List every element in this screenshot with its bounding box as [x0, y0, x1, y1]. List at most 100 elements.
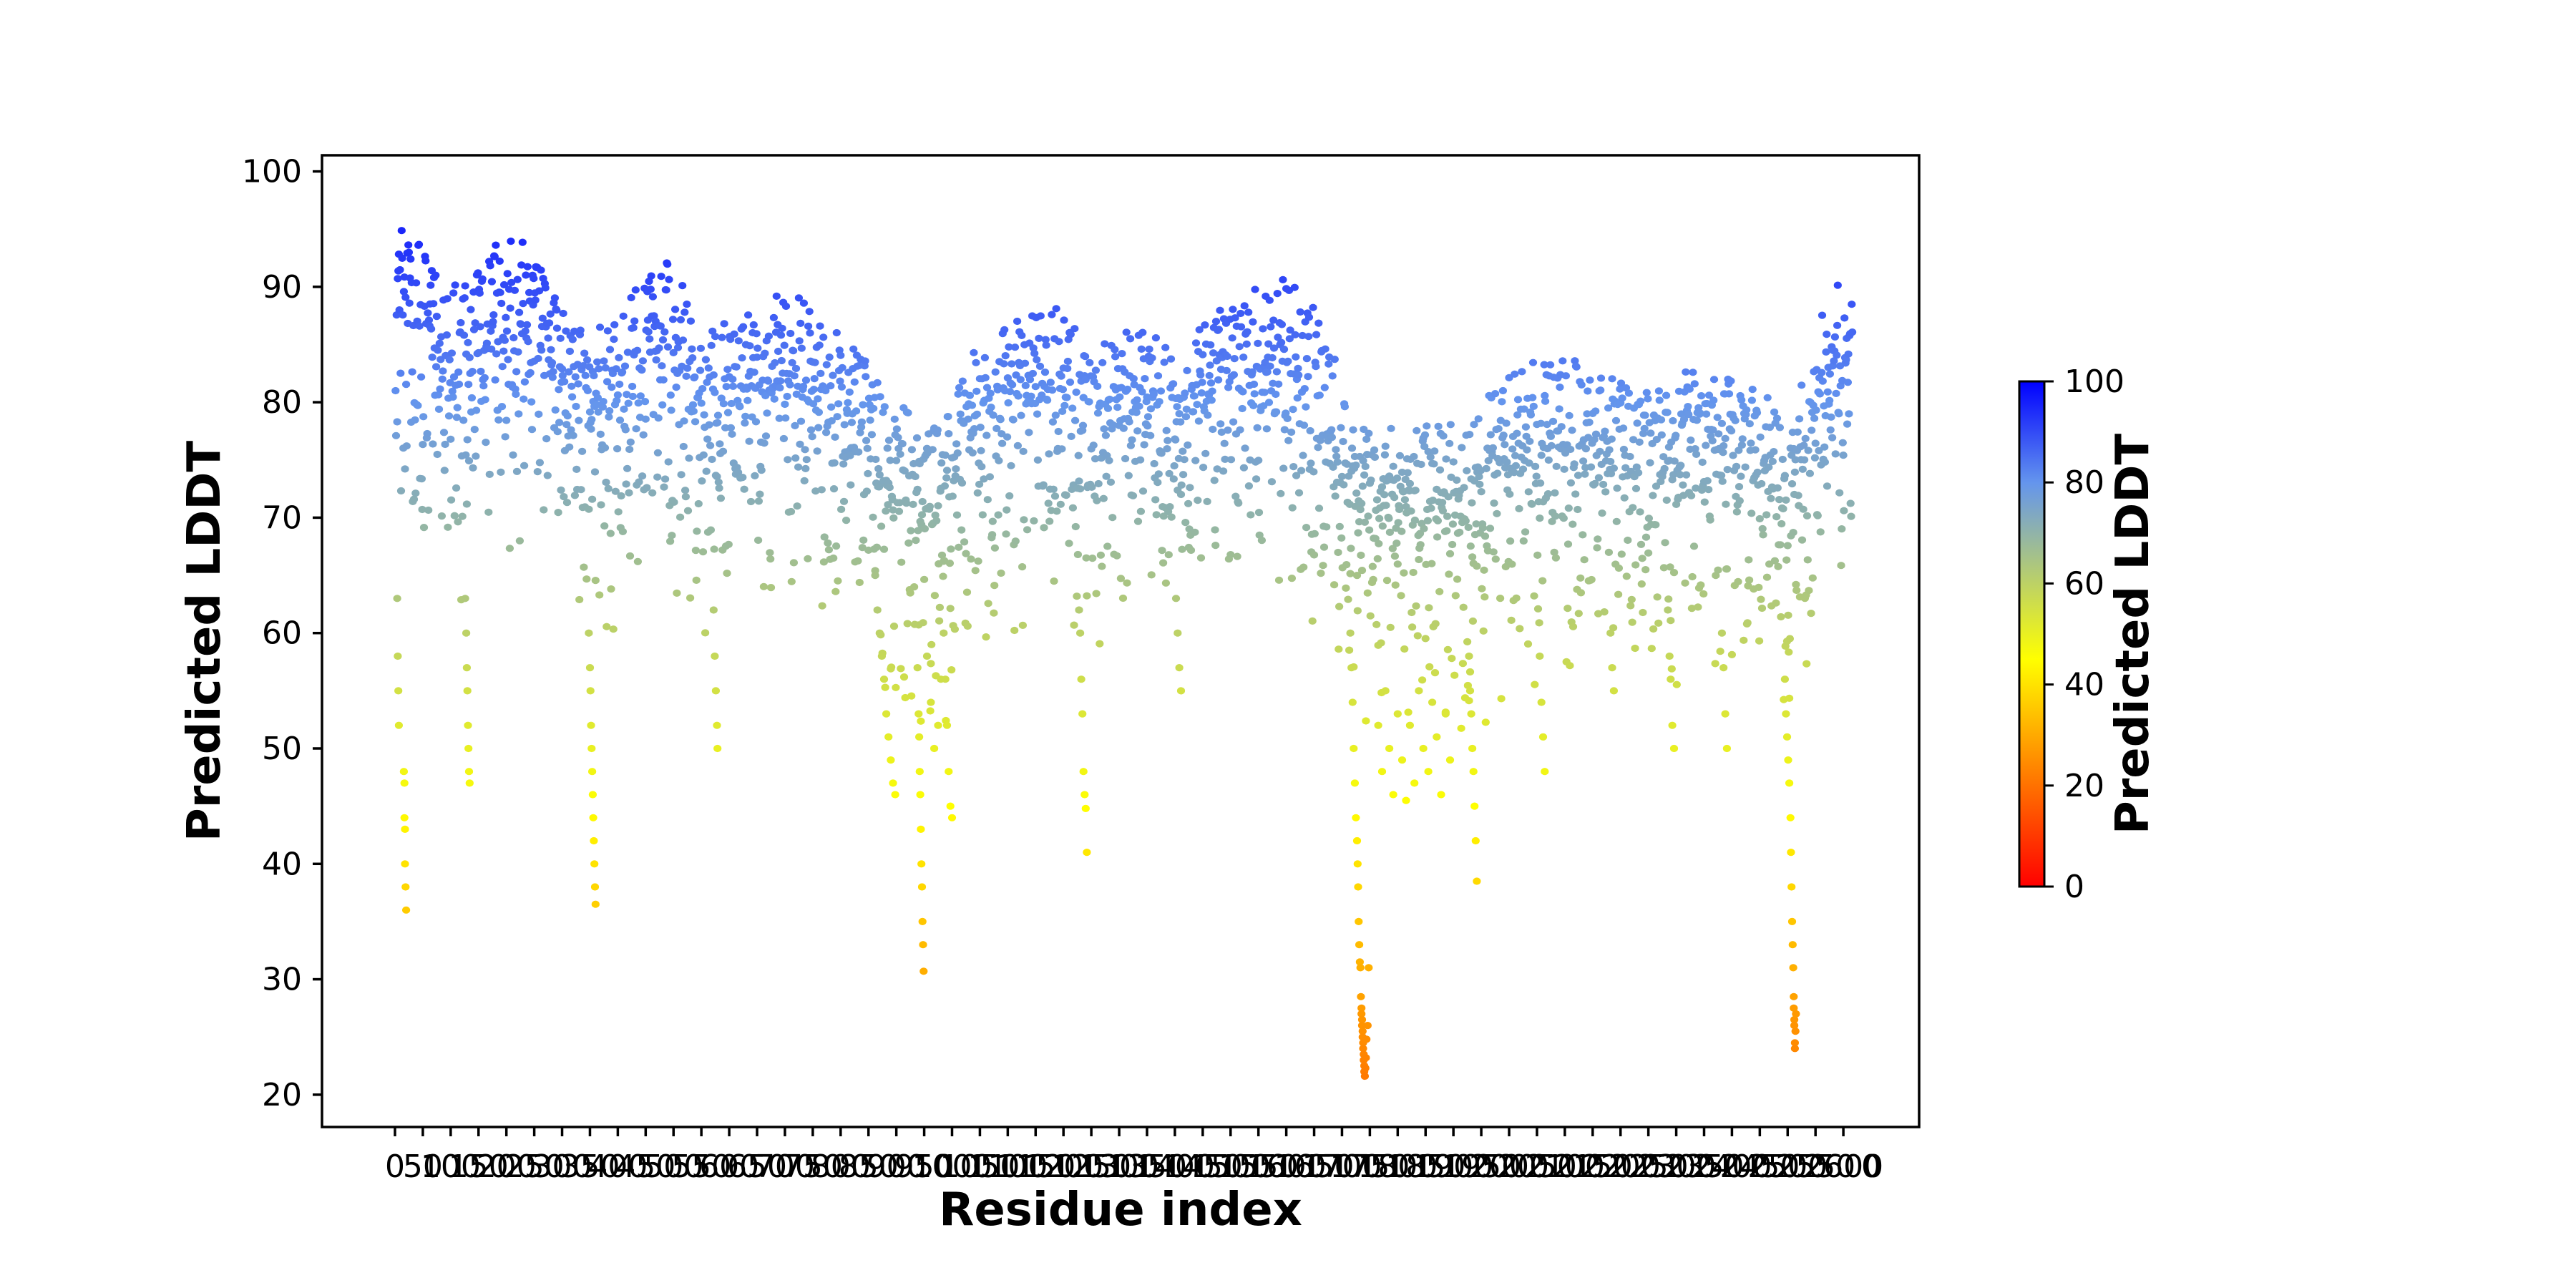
- scatter-point: [495, 257, 504, 265]
- scatter-point: [894, 434, 902, 441]
- scatter-point: [1076, 629, 1085, 637]
- x-tick-label: 550: [671, 1148, 731, 1185]
- scatter-point: [1146, 405, 1155, 413]
- scatter-point: [1525, 459, 1533, 467]
- scatter-point: [1770, 448, 1778, 456]
- scatter-point: [1543, 421, 1551, 429]
- scatter-point: [1629, 436, 1638, 444]
- scatter-point: [1636, 397, 1645, 405]
- scatter-point: [1211, 318, 1221, 326]
- scatter-point: [1352, 572, 1362, 580]
- scatter-point: [668, 532, 676, 540]
- scatter-point: [875, 471, 884, 479]
- scatter-point: [1081, 353, 1090, 361]
- scatter-point: [1143, 413, 1153, 421]
- scatter-point: [1138, 328, 1147, 336]
- scatter-point: [1194, 417, 1203, 425]
- scatter-point: [1071, 416, 1080, 424]
- scatter-point: [1322, 523, 1331, 531]
- scatter-point: [669, 348, 678, 356]
- scatter-point: [1493, 469, 1502, 477]
- scatter-point: [614, 508, 623, 516]
- scatter-point: [438, 375, 447, 383]
- scatter-point: [819, 558, 828, 566]
- scatter-point: [1244, 482, 1253, 490]
- scatter-point: [1714, 566, 1722, 574]
- scatter-point: [1330, 356, 1339, 364]
- scatter-point: [1613, 484, 1621, 492]
- scatter-point: [459, 331, 469, 339]
- scatter-point: [1601, 427, 1609, 435]
- scatter-point: [518, 238, 527, 246]
- scatter-point: [1157, 449, 1166, 457]
- scatter-point: [1688, 572, 1697, 581]
- scatter-point: [1518, 465, 1528, 473]
- scatter-point: [603, 378, 612, 386]
- y-tick-label: 30: [262, 962, 302, 998]
- scatter-point: [635, 478, 643, 486]
- scatter-point: [1210, 477, 1219, 484]
- scatter-point: [1822, 348, 1830, 356]
- scatter-point: [572, 402, 580, 411]
- scatter-point: [600, 444, 610, 452]
- scatter-point: [1433, 533, 1442, 541]
- scatter-point: [1293, 394, 1302, 402]
- scatter-point: [1308, 617, 1317, 625]
- scatter-point: [764, 332, 773, 340]
- scatter-point: [1516, 625, 1524, 633]
- scatter-point: [1054, 427, 1063, 436]
- colorbar-tick-label: 60: [2064, 565, 2104, 602]
- scatter-point: [1786, 814, 1795, 821]
- scatter-point: [1355, 941, 1364, 949]
- scatter-point: [1279, 275, 1287, 283]
- scatter-point: [1272, 408, 1281, 416]
- scatter-point: [465, 353, 474, 361]
- x-tick-label: 2550: [1775, 1148, 1855, 1185]
- scatter-point: [1079, 768, 1088, 776]
- scatter-point: [981, 374, 990, 382]
- scatter-point: [1813, 512, 1822, 519]
- scatter-point: [801, 464, 810, 473]
- scatter-point: [1381, 687, 1390, 695]
- scatter-point: [507, 238, 515, 245]
- scatter-point: [1482, 464, 1491, 473]
- scatter-point: [1775, 424, 1784, 431]
- scatter-point: [1048, 418, 1057, 426]
- scatter-point: [972, 358, 980, 366]
- scatter-point: [492, 350, 501, 358]
- scatter-point: [1421, 635, 1430, 643]
- scatter-point: [952, 440, 961, 448]
- scatter-point: [1737, 396, 1746, 404]
- scatter-point: [1380, 491, 1389, 499]
- scatter-point: [1531, 462, 1540, 471]
- scatter-point: [837, 383, 846, 391]
- scatter-point: [1704, 486, 1713, 494]
- scatter-point: [1370, 453, 1379, 462]
- scatter-point: [1731, 416, 1740, 424]
- scatter-point: [1260, 389, 1269, 396]
- scatter-point: [1344, 595, 1352, 603]
- scatter-point: [1094, 479, 1103, 488]
- scatter-point: [1166, 503, 1174, 511]
- scatter-point: [653, 473, 662, 481]
- scatter-point: [1669, 416, 1677, 425]
- scatter-point: [1830, 357, 1838, 365]
- scatter-point: [1468, 744, 1477, 753]
- scatter-point: [1309, 468, 1318, 476]
- scatter-point: [988, 531, 997, 539]
- scatter-point: [572, 465, 581, 474]
- scatter-point: [714, 478, 723, 486]
- scatter-point: [1845, 410, 1853, 418]
- scatter-point: [1757, 604, 1767, 613]
- scatter-point: [1091, 455, 1100, 463]
- scatter-point: [749, 321, 758, 329]
- scatter-point: [624, 399, 633, 407]
- scatter-point: [883, 444, 892, 452]
- scatter-point: [1709, 426, 1717, 434]
- scatter-point: [673, 343, 683, 351]
- scatter-point: [1430, 669, 1440, 677]
- scatter-point: [937, 551, 947, 560]
- scatter-point: [1434, 422, 1443, 431]
- scatter-point: [598, 403, 608, 411]
